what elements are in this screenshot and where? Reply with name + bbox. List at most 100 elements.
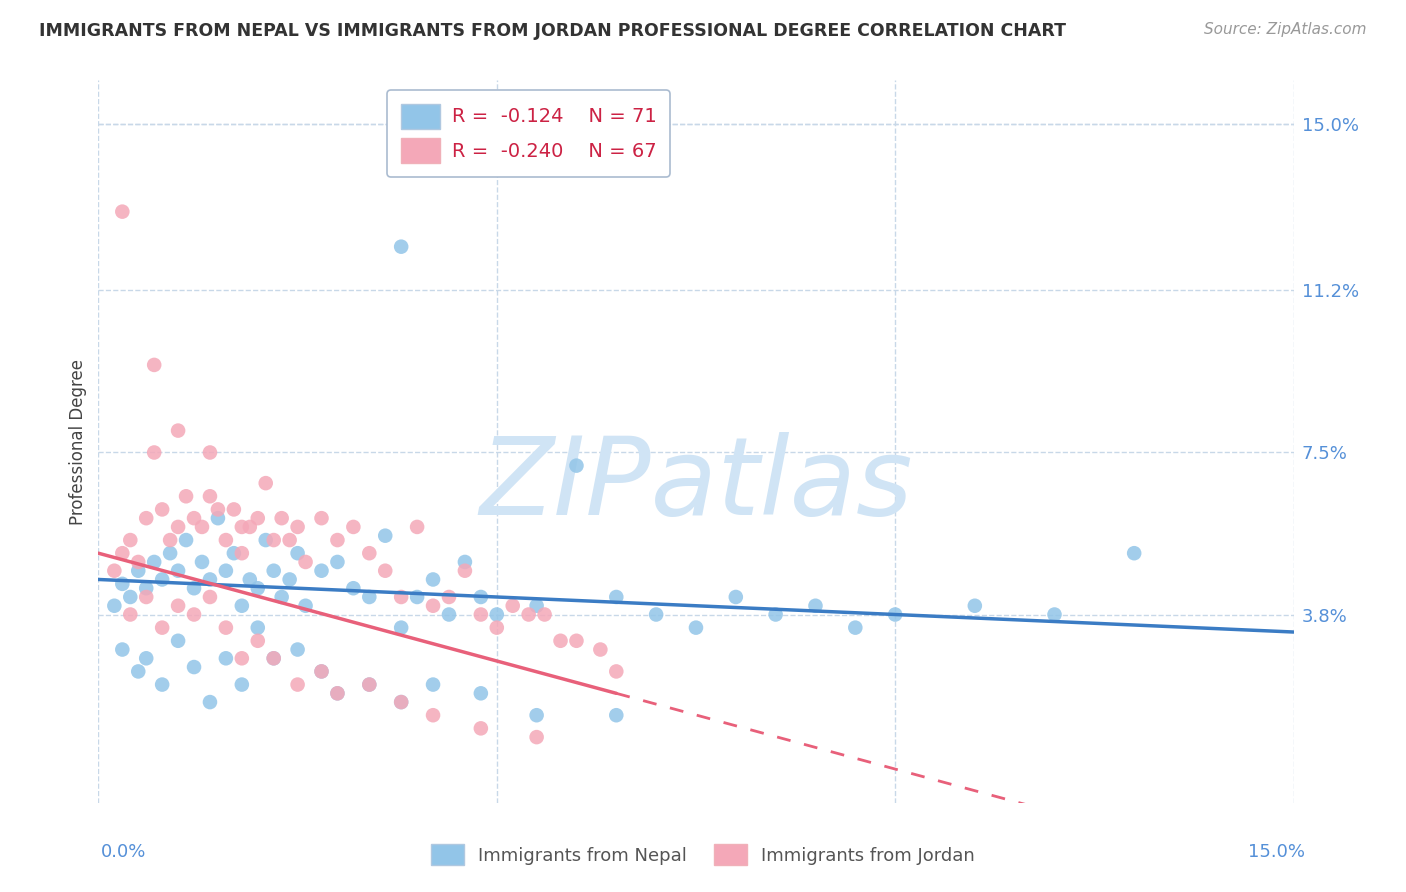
Point [231,677,253,691]
Point [231,651,253,665]
Point [150,502,173,516]
Point [422,708,444,723]
Point [589,642,612,657]
Point [198,590,221,604]
Point [884,607,907,622]
Point [198,445,221,459]
Point [311,564,333,578]
Point [183,581,205,595]
Point [526,708,548,723]
Point [270,590,292,604]
Point [422,677,444,691]
Point [470,607,492,622]
Point [207,511,229,525]
Point [215,621,238,635]
Point [550,633,572,648]
Point [963,599,986,613]
Point [207,502,229,516]
Point [294,555,316,569]
Point [374,564,396,578]
Point [342,520,364,534]
Text: 0.0%: 0.0% [101,843,146,861]
Point [278,573,301,587]
Text: Source: ZipAtlas.com: Source: ZipAtlas.com [1204,22,1367,37]
Point [191,520,214,534]
Point [231,599,253,613]
Point [326,555,349,569]
Point [246,633,269,648]
Point [239,573,262,587]
Point [246,581,269,595]
Point [246,511,269,525]
Point [422,573,444,587]
Point [231,546,253,560]
Point [127,564,149,578]
Text: 15.0%: 15.0% [1247,843,1305,861]
Point [437,607,460,622]
Point [263,533,285,547]
Point [120,590,142,604]
Point [526,730,548,744]
Point [150,677,173,691]
Point [143,358,166,372]
Point [454,564,477,578]
Point [103,564,125,578]
Point [167,633,190,648]
Point [198,695,221,709]
Point [135,581,157,595]
Point [406,520,429,534]
Point [111,642,134,657]
Point [724,590,747,604]
Point [183,511,205,525]
Text: IMMIGRANTS FROM NEPAL VS IMMIGRANTS FROM JORDAN PROFESSIONAL DEGREE CORRELATION : IMMIGRANTS FROM NEPAL VS IMMIGRANTS FROM… [39,22,1066,40]
Point [502,599,524,613]
Point [239,520,262,534]
Point [326,686,349,700]
Point [167,564,190,578]
Point [454,555,477,569]
Text: ZIPatlas: ZIPatlas [479,433,912,537]
Point [120,607,142,622]
Point [135,651,157,665]
Point [294,599,316,613]
Point [191,555,214,569]
Point [526,599,548,613]
Point [135,511,157,525]
Point [685,621,707,635]
Point [174,533,197,547]
Point [287,677,309,691]
Point [844,621,866,635]
Point [167,424,190,438]
Point [287,642,309,657]
Point [111,577,134,591]
Point [485,607,508,622]
Point [605,590,627,604]
Point [222,546,245,560]
Point [120,533,142,547]
Point [215,564,238,578]
Point [533,607,555,622]
Point [359,590,381,604]
Point [374,529,396,543]
Point [389,695,412,709]
Point [565,633,588,648]
Point [804,599,827,613]
Point [263,651,285,665]
Point [311,511,333,525]
Point [342,581,364,595]
Point [470,686,492,700]
Point [167,520,190,534]
Point [246,621,269,635]
Point [470,722,492,736]
Point [1043,607,1066,622]
Point [183,607,205,622]
Point [326,686,349,700]
Point [287,520,309,534]
Point [422,599,444,613]
Point [311,665,333,679]
Point [326,533,349,547]
Point [231,520,253,534]
Point [359,677,381,691]
Y-axis label: Professional Degree: Professional Degree [69,359,87,524]
Point [159,546,181,560]
